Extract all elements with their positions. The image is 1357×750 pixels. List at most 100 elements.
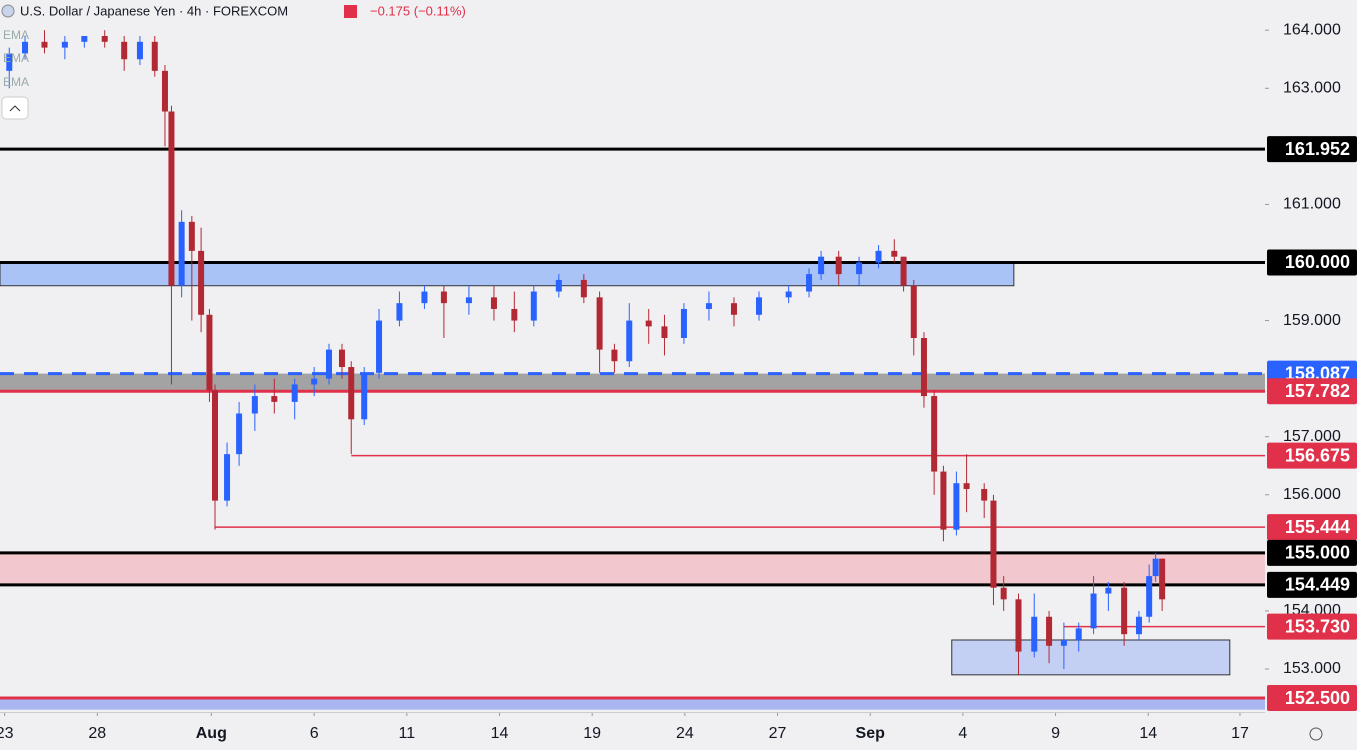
price-tag bbox=[1267, 685, 1357, 712]
candle-body bbox=[756, 297, 762, 315]
y-tick-label: 156.000 bbox=[1283, 486, 1341, 503]
price-tag-label: 160.000 bbox=[1285, 252, 1350, 272]
candle-body bbox=[361, 372, 368, 420]
y-tick-label: 157.000 bbox=[1283, 428, 1341, 445]
candle-body bbox=[101, 36, 108, 42]
x-tick-label: 28 bbox=[88, 725, 106, 742]
candle-body bbox=[22, 41, 29, 54]
candle-body bbox=[325, 349, 332, 379]
candle-body bbox=[1152, 558, 1159, 577]
candle-body bbox=[178, 221, 185, 286]
price-tag-label: 156.675 bbox=[1285, 445, 1350, 465]
candle-body bbox=[198, 250, 205, 315]
candle-body bbox=[990, 500, 997, 588]
price-tag bbox=[1267, 571, 1357, 598]
candle-body bbox=[490, 297, 497, 309]
candle-body bbox=[1135, 616, 1142, 635]
candle-body bbox=[376, 320, 383, 373]
price-tag bbox=[1267, 613, 1357, 640]
candle-body bbox=[530, 291, 537, 321]
candle-body bbox=[338, 349, 345, 368]
candle-body bbox=[1090, 593, 1097, 629]
change-icon bbox=[344, 5, 357, 18]
price-tag-label: 154.449 bbox=[1285, 575, 1350, 595]
candle-body bbox=[875, 250, 882, 263]
candle-body bbox=[818, 256, 825, 275]
candle-body bbox=[891, 250, 898, 257]
candle-body bbox=[440, 291, 447, 304]
zone bbox=[951, 639, 1231, 676]
x-tick-label: 9 bbox=[1051, 725, 1060, 742]
price-tag-label: 152.500 bbox=[1285, 688, 1350, 708]
candle-body bbox=[188, 221, 195, 251]
x-tick-label: Sep bbox=[856, 725, 886, 742]
candle-body bbox=[511, 308, 518, 321]
candle-body bbox=[291, 384, 298, 402]
candle-body bbox=[931, 396, 938, 472]
candle-body bbox=[1015, 599, 1022, 652]
x-tick-label: 24 bbox=[676, 725, 694, 742]
candle-body bbox=[645, 320, 652, 327]
candle-body bbox=[981, 488, 988, 501]
candle-body bbox=[61, 41, 68, 48]
candle-body bbox=[1046, 616, 1053, 646]
candle-body bbox=[161, 70, 168, 112]
candle-body bbox=[785, 291, 792, 298]
y-tick-label: 159.000 bbox=[1283, 312, 1341, 329]
candle-body bbox=[900, 256, 907, 286]
x-tick-label: 6 bbox=[310, 725, 319, 742]
collapse-icon bbox=[9, 105, 21, 112]
x-tick-label: Aug bbox=[196, 725, 227, 742]
price-tag bbox=[1267, 378, 1357, 405]
price-tag bbox=[1267, 136, 1357, 163]
candle-body bbox=[206, 314, 213, 391]
indicator[interactable]: EMA bbox=[3, 75, 29, 89]
price-tag-label: 155.000 bbox=[1285, 543, 1350, 563]
collapse-button[interactable] bbox=[1, 96, 29, 120]
candle-body bbox=[1146, 576, 1153, 617]
x-tick-label: 4 bbox=[958, 725, 967, 742]
x-tick-label: 14 bbox=[491, 725, 509, 742]
candle-body bbox=[1075, 628, 1082, 640]
price-change: −0.175 (−0.11%) bbox=[370, 3, 466, 18]
price-tag bbox=[1267, 442, 1357, 469]
candle-body bbox=[580, 279, 587, 298]
candle-body bbox=[856, 262, 863, 275]
candle-body bbox=[1031, 616, 1038, 652]
x-tick-label: 17 bbox=[1231, 725, 1249, 742]
price-tag-label: 157.782 bbox=[1285, 381, 1350, 401]
y-tick-label: 164.000 bbox=[1283, 21, 1341, 38]
candle-body bbox=[1159, 558, 1166, 600]
candle-body bbox=[680, 308, 687, 338]
candle-body bbox=[806, 274, 813, 292]
price-tag bbox=[1267, 539, 1357, 566]
candle-body bbox=[953, 483, 960, 530]
candle-body bbox=[555, 279, 562, 292]
candle-body bbox=[271, 396, 278, 402]
candle-body bbox=[835, 256, 842, 275]
indicator[interactable]: EMA bbox=[3, 28, 29, 42]
candle-body bbox=[611, 349, 618, 362]
x-tick-label: 23 bbox=[0, 725, 14, 742]
candle-body bbox=[168, 111, 175, 286]
candle-body bbox=[41, 41, 48, 48]
settings-icon[interactable] bbox=[1309, 727, 1323, 741]
candle-body bbox=[920, 337, 927, 397]
candle-body bbox=[6, 53, 13, 71]
candle-body bbox=[136, 41, 143, 60]
x-tick-label: 19 bbox=[583, 725, 601, 742]
candle-body bbox=[465, 297, 472, 304]
y-tick-label: 153.000 bbox=[1283, 660, 1341, 677]
candle-body bbox=[224, 454, 231, 501]
candle-body bbox=[626, 320, 633, 362]
price-tag-label: 153.730 bbox=[1285, 616, 1350, 636]
symbol-title: U.S. Dollar / Japanese Yen · 4h · FOREXC… bbox=[20, 3, 288, 18]
indicator[interactable]: EMA bbox=[3, 51, 29, 65]
candle-body bbox=[421, 291, 428, 304]
price-tag-label: 155.444 bbox=[1285, 517, 1350, 537]
x-tick-label: 11 bbox=[399, 725, 416, 742]
x-tick-label: 14 bbox=[1139, 725, 1157, 742]
candle-body bbox=[940, 471, 947, 530]
candle-body bbox=[251, 396, 258, 414]
candle-body bbox=[910, 285, 917, 338]
